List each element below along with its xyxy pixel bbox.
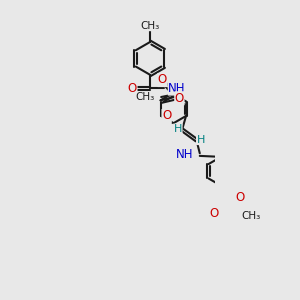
Text: CH₃: CH₃ <box>140 21 160 31</box>
Text: NH: NH <box>168 82 186 95</box>
Text: CH₃: CH₃ <box>135 92 154 102</box>
Text: O: O <box>128 82 137 95</box>
Text: O: O <box>236 191 245 204</box>
Text: O: O <box>162 110 171 122</box>
Text: O: O <box>158 74 167 86</box>
Text: O: O <box>209 207 219 220</box>
Text: CH₃: CH₃ <box>241 212 261 221</box>
Text: H: H <box>196 134 205 145</box>
Text: NH: NH <box>176 148 193 161</box>
Text: H: H <box>174 124 182 134</box>
Text: O: O <box>175 92 184 105</box>
